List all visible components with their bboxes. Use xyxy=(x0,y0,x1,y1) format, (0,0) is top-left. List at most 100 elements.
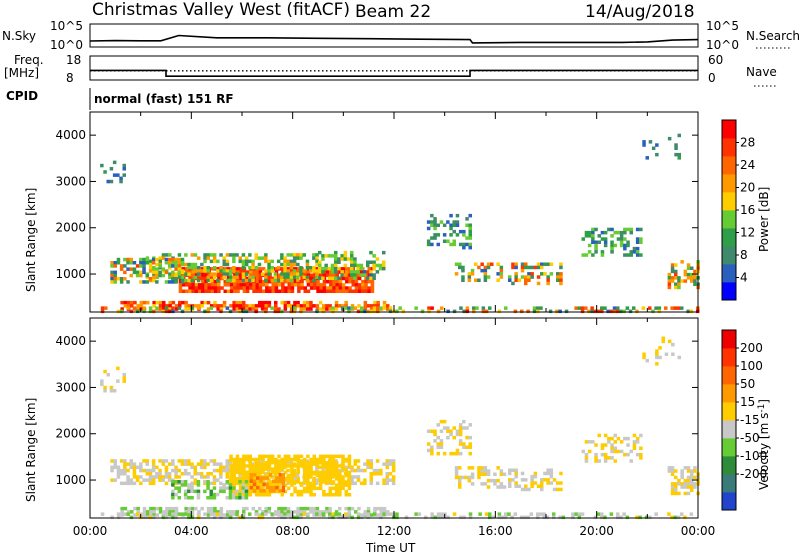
velocity-cell-1-65 xyxy=(248,457,252,462)
power-cell-4-88 xyxy=(261,304,265,308)
velocity-cell-0-367 xyxy=(382,478,386,482)
power-cell-8-17 xyxy=(524,275,528,279)
power-cell-9-58 xyxy=(629,250,633,254)
power-cell-8-33 xyxy=(540,265,544,270)
velocity-cell-0-104 xyxy=(183,459,188,463)
power-cell-7-30 xyxy=(496,278,500,282)
velocity-cell-6-24 xyxy=(446,429,450,433)
velocity-cell-3-7 xyxy=(174,492,178,497)
power-cell-4-116 xyxy=(302,307,307,311)
power-cell-0-382 xyxy=(351,283,355,287)
velocity-cell-9-41 xyxy=(626,436,630,441)
velocity-cell-4-92 xyxy=(280,513,284,517)
velocity-cell-4-105 xyxy=(299,510,304,514)
velocity-cell-10-44 xyxy=(693,475,697,480)
power-cell-4-16 xyxy=(142,300,147,305)
velocity-cell-2-34 xyxy=(281,479,286,483)
velocity-cell-0-60 xyxy=(151,462,156,466)
power-cell-0-221 xyxy=(277,276,282,281)
power-cell-1-180 xyxy=(280,256,284,260)
velocity-cell-1-182 xyxy=(283,489,288,494)
velocity-cell-11-13 xyxy=(122,379,126,383)
velocity-cell-6-34 xyxy=(455,448,460,453)
velocity-cell-1-364 xyxy=(347,483,352,487)
power-cell-4-56 xyxy=(213,300,217,305)
power-cell-7-16 xyxy=(477,278,481,282)
power-cell-10-12 xyxy=(674,272,678,277)
velocity-cell-1-345 xyxy=(341,480,345,484)
power-cell-0-4 xyxy=(178,279,183,284)
velocity-cell-0-139 xyxy=(209,481,213,486)
velocity-cell-6-53 xyxy=(468,445,472,449)
power-cell-10-32 xyxy=(690,279,694,283)
velocity-cell-11-10 xyxy=(116,379,120,383)
velocity-cell-8-20 xyxy=(530,474,534,479)
power-cell-0-173 xyxy=(255,276,259,281)
power-cell-0-30 xyxy=(191,273,195,277)
velocity-cell-10-12 xyxy=(674,485,678,489)
power-cell-0-192 xyxy=(265,273,269,277)
velocity-cell-1-362 xyxy=(347,477,352,481)
power-cell-0-169 xyxy=(252,289,256,293)
power-cell-1-58 xyxy=(190,262,194,267)
velocity-cell-4-80 xyxy=(261,510,265,514)
power-cell-1-136 xyxy=(244,256,249,260)
velocity-cell-4-134 xyxy=(347,506,352,511)
power-cell-1-189 xyxy=(283,269,287,273)
power-cell-0-5 xyxy=(178,283,183,287)
power-cell-6-48 xyxy=(468,213,472,218)
power-cell-5-59 xyxy=(363,309,367,314)
power-cell-3-75 xyxy=(372,260,376,264)
velocity-cell-0-333 xyxy=(353,462,357,466)
velocity-cell-5-127 xyxy=(536,512,540,516)
velocity-cell-4-4 xyxy=(126,510,131,514)
power-cell-5-62 xyxy=(372,306,377,310)
velocity-cell-6-37 xyxy=(458,426,463,430)
power-cell-0-280 xyxy=(306,270,311,274)
velocity-cell-9-55 xyxy=(639,452,643,457)
velocity-cell-3-62 xyxy=(235,489,239,494)
velocity-cell-1-45 xyxy=(242,467,246,471)
velocity-cell-7-19 xyxy=(477,469,481,473)
velocity-cell-1-212 xyxy=(296,477,300,481)
velocity-cell-1-26 xyxy=(235,470,240,475)
velocity-cell-0-117 xyxy=(193,468,197,473)
power-cell-5-78 xyxy=(430,306,434,310)
velocity-cell-0-95 xyxy=(174,475,178,479)
power-cell-1-110 xyxy=(225,272,230,276)
velocity-cell-3-49 xyxy=(222,486,226,490)
velocity-cell-4-156 xyxy=(382,506,387,511)
power-cell-1-224 xyxy=(302,253,306,257)
velocity-cell-5-98 xyxy=(436,512,441,516)
velocity-cell-3-20 xyxy=(187,486,191,490)
velocity-cell-0-84 xyxy=(167,462,172,466)
velocity-cell-1-318 xyxy=(334,454,339,459)
velocity-cell-8-38 xyxy=(549,468,554,472)
power-cell-0-425 xyxy=(370,289,375,293)
velocity-colorbar-tick-label-3: 15 xyxy=(740,395,755,409)
power-cell-1-19 xyxy=(158,266,162,270)
velocity-cell-0-157 xyxy=(225,459,229,463)
velocity-cell-1-320 xyxy=(334,464,339,468)
velocity-cell-6-52 xyxy=(468,442,472,446)
velocity-cell-1-335 xyxy=(338,483,342,487)
velocity-cell-0-366 xyxy=(382,462,386,466)
power-cell-3-63 xyxy=(359,273,364,277)
power-cell-5-66 xyxy=(379,306,383,310)
power-cell-0-355 xyxy=(338,286,343,290)
power-cell-3-4 xyxy=(318,270,322,274)
velocity-cell-7-12 xyxy=(467,475,472,480)
velocity-cell-3-36 xyxy=(206,483,210,487)
power-cell-2-89 xyxy=(174,280,178,284)
velocity-cell-1-2 xyxy=(229,464,233,468)
power-colorbar-segment-4 xyxy=(722,210,736,229)
power-cell-3-36 xyxy=(340,270,344,274)
power-cell-6-46 xyxy=(465,236,469,240)
velocity-cell-5-151 xyxy=(619,515,623,520)
velocity-cell-4-26 xyxy=(158,510,163,514)
power-cell-1-148 xyxy=(251,266,255,270)
velocity-cell-1-149 xyxy=(274,461,278,465)
velocity-cell-4-51 xyxy=(206,506,211,511)
power-cell-0-180 xyxy=(258,273,263,277)
velocity-colorbar-segment-1 xyxy=(722,474,736,493)
